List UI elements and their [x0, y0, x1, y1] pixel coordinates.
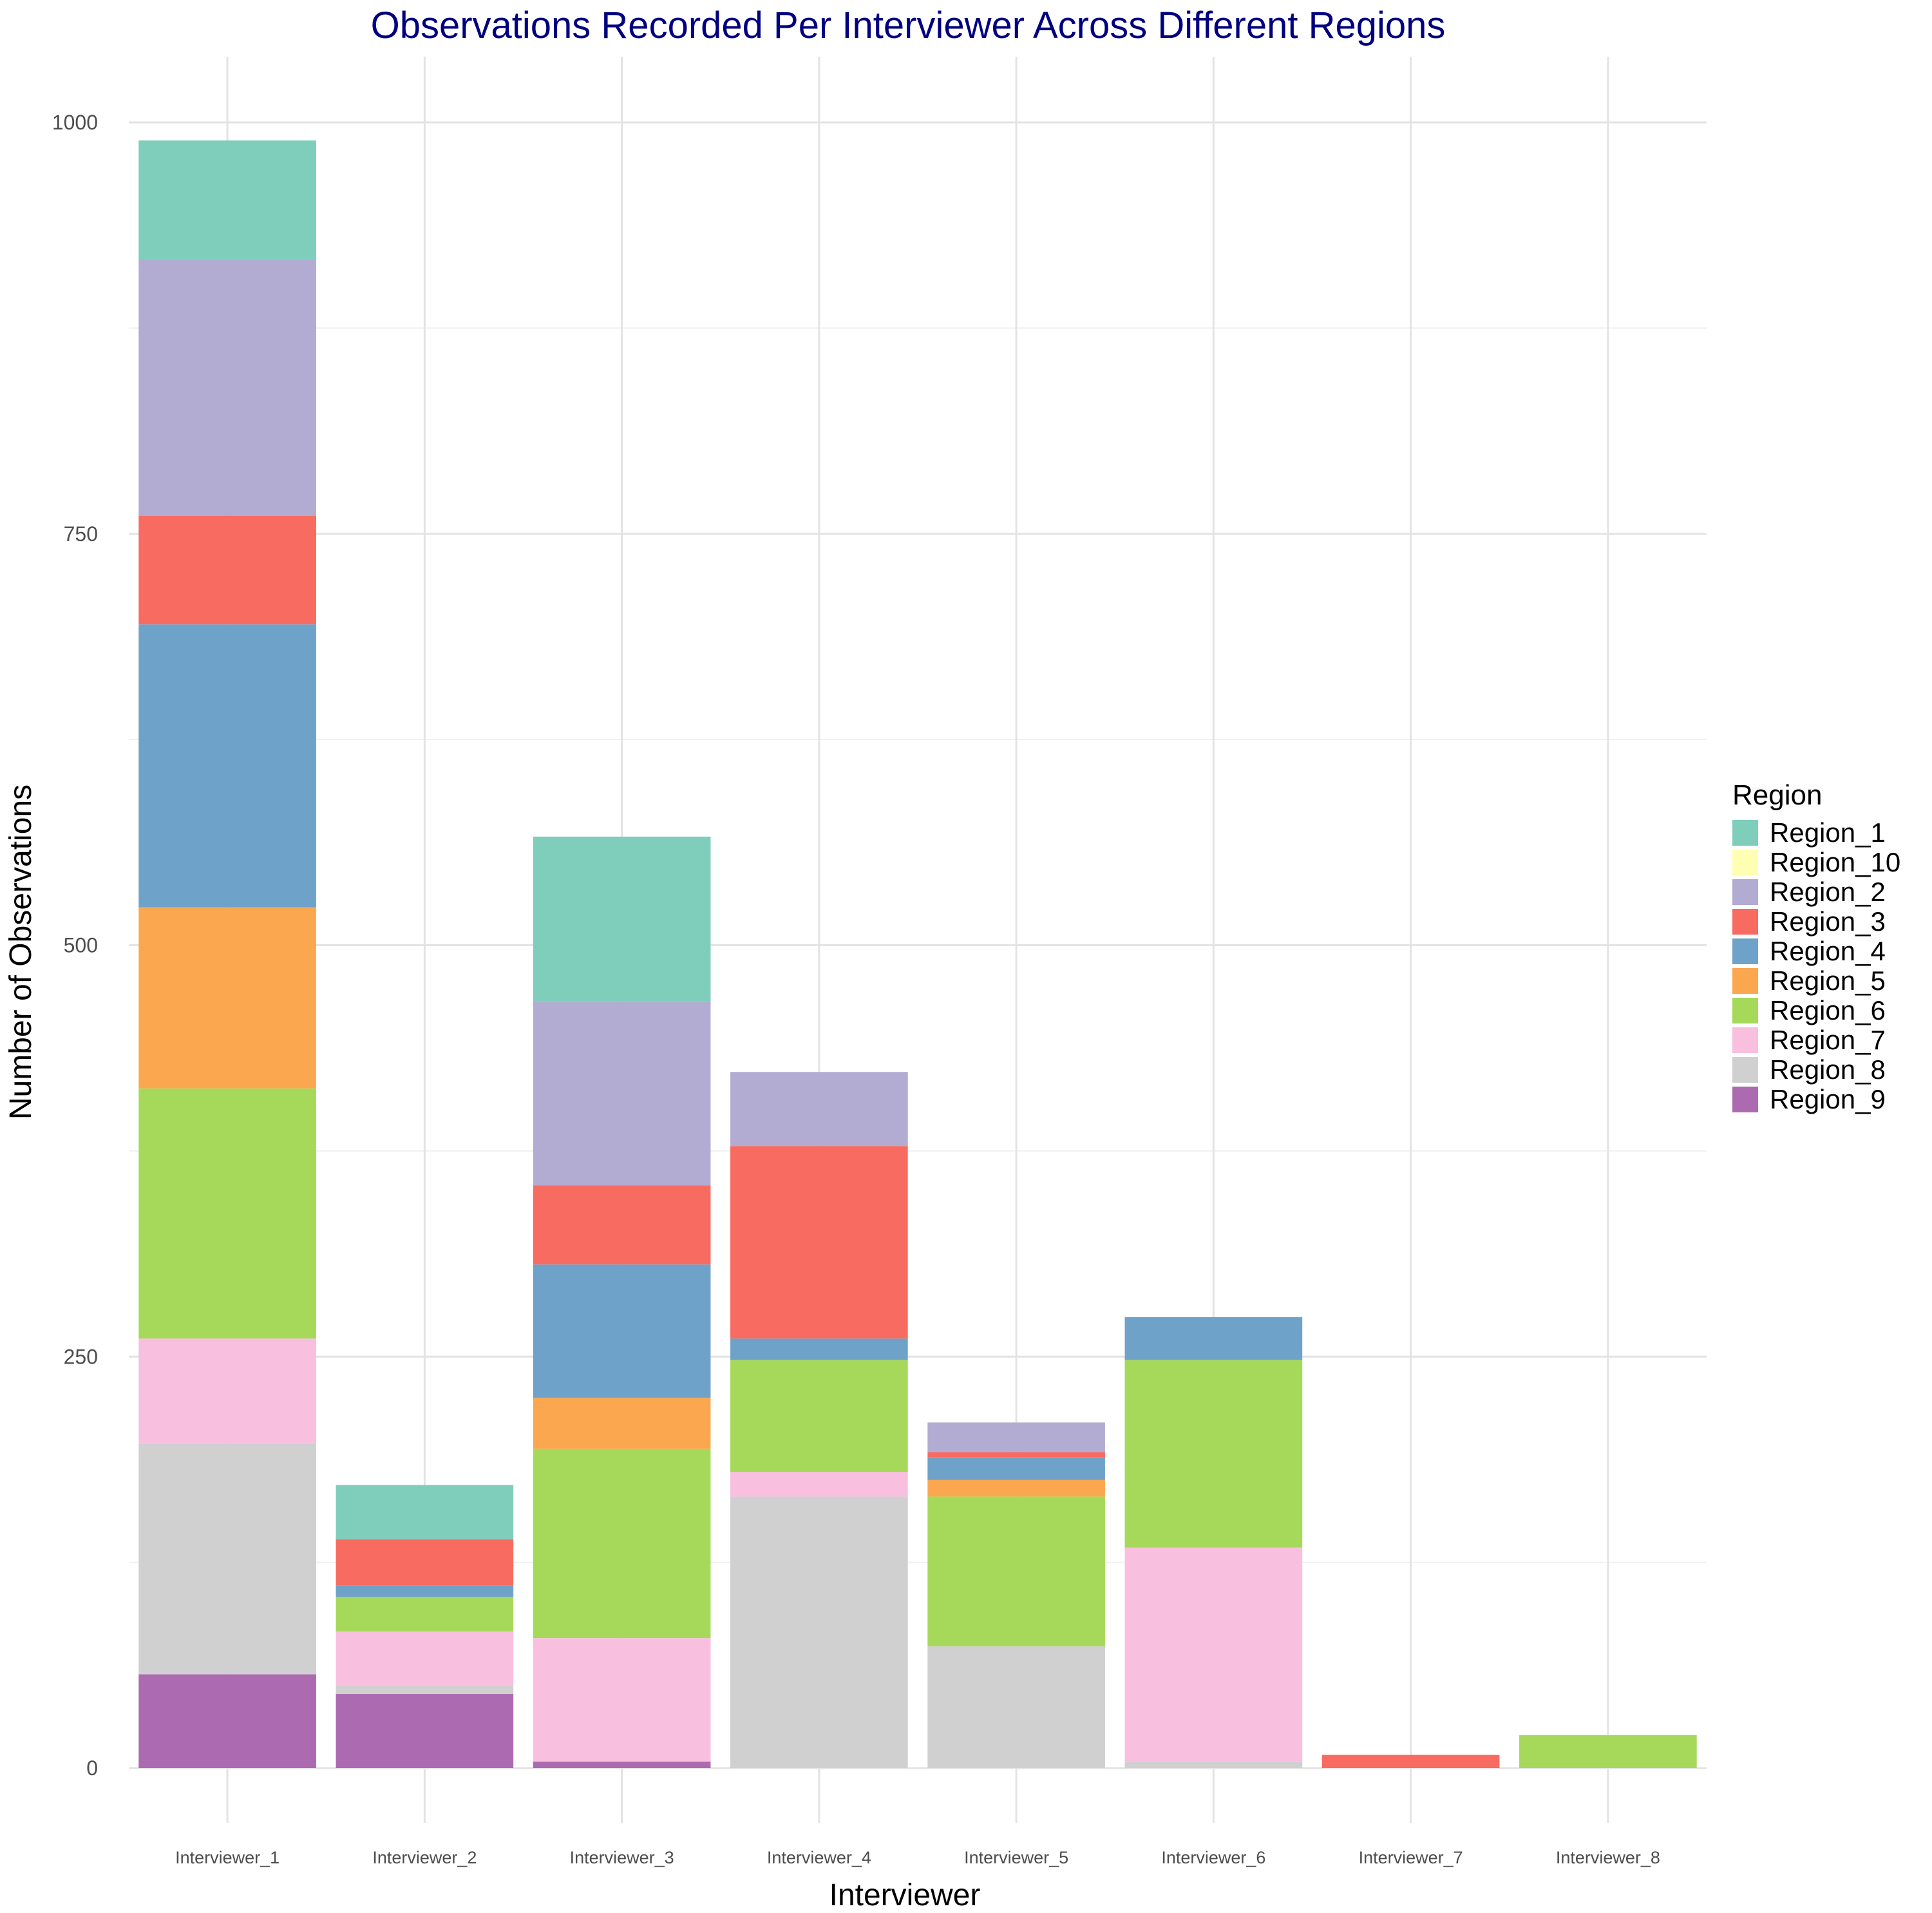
legend-title: Region — [1732, 779, 1823, 811]
bar-segment — [138, 515, 316, 625]
bar-segment — [138, 1338, 316, 1444]
bar-segment — [138, 259, 316, 516]
bar-segment — [927, 1422, 1105, 1452]
legend-swatch — [1732, 968, 1758, 994]
legend-label: Region_5 — [1770, 966, 1886, 996]
y-tick-label: 1000 — [52, 111, 98, 134]
bar-segment — [336, 1585, 514, 1597]
x-tick-label: Interviewer_7 — [1359, 1848, 1463, 1867]
x-tick-label: Interviewer_2 — [372, 1848, 477, 1867]
bar-segment — [730, 1338, 908, 1360]
legend-item: Region_4 — [1732, 936, 1900, 966]
legend-swatch — [1732, 1087, 1758, 1112]
y-tick-label: 250 — [64, 1345, 98, 1368]
x-tick-label: Interviewer_8 — [1556, 1848, 1660, 1867]
y-tick-label: 500 — [64, 934, 98, 957]
bar-segment — [1321, 1755, 1500, 1768]
bar-segment — [533, 1398, 711, 1449]
bar-segment — [533, 1185, 711, 1265]
x-axis-title: Interviewer — [829, 1878, 981, 1912]
bar-segment — [1124, 1547, 1303, 1762]
legend-swatch — [1732, 850, 1758, 875]
bar-segment — [533, 1001, 711, 1186]
bar-segment — [1124, 1761, 1303, 1768]
bar-segment — [533, 1449, 711, 1639]
legend: Region Region_1 Region_10 Region_2 Region_3… — [1732, 779, 1900, 1114]
bar-segment — [336, 1694, 514, 1768]
bar-segment — [927, 1452, 1105, 1458]
legend-item: Region_9 — [1732, 1084, 1900, 1114]
legend-label: Region_2 — [1770, 877, 1886, 907]
bar-segment — [533, 1264, 711, 1398]
legend-label: Region_1 — [1770, 817, 1886, 848]
bar-segment — [336, 1631, 514, 1686]
bar-segment — [533, 1761, 711, 1768]
axis-labels: 0 250 500 750 1000 Interviewer_1 Interviewer_2… — [52, 111, 1660, 1867]
legend-label: Region_6 — [1770, 995, 1886, 1025]
bar-segment — [730, 1360, 908, 1472]
bar-segment — [730, 1072, 908, 1147]
x-tick-label: Interviewer_3 — [570, 1848, 674, 1867]
bar-segment — [138, 907, 316, 1089]
legend-swatch — [1732, 909, 1758, 935]
x-tick-label: Interviewer_5 — [964, 1848, 1068, 1867]
chart-title: Observations Recorded Per Interviewer Ac… — [370, 5, 1446, 46]
legend-swatch — [1732, 1057, 1758, 1083]
bar-segment — [927, 1496, 1105, 1646]
bar-segment — [730, 1472, 908, 1497]
y-axis-title: Number of Observations — [4, 785, 38, 1119]
bar-segment — [1124, 1360, 1303, 1548]
bar-segment — [336, 1485, 514, 1539]
legend-item: Region_2 — [1732, 877, 1900, 907]
bar-segment — [138, 1443, 316, 1675]
bar-segment — [1519, 1735, 1697, 1768]
legend-item: Region_8 — [1732, 1054, 1900, 1085]
legend-item: Region_1 — [1732, 817, 1900, 848]
legend-label: Region_4 — [1770, 936, 1886, 966]
legend-item: Region_10 — [1732, 847, 1901, 877]
legend-label: Region_8 — [1770, 1054, 1886, 1085]
legend-swatch — [1732, 879, 1758, 905]
bar-segment — [1124, 1317, 1303, 1360]
legend-item: Region_5 — [1732, 966, 1900, 996]
bar-segment — [730, 1496, 908, 1768]
y-tick-label: 0 — [86, 1756, 98, 1780]
bar-segment — [533, 836, 711, 1002]
legend-label: Region_3 — [1770, 906, 1886, 937]
bar-segment — [533, 1638, 711, 1762]
legend-swatch — [1732, 998, 1758, 1023]
legend-items: Region_1 Region_10 Region_2 Region_3 Region_… — [1732, 817, 1901, 1114]
bar-segment — [927, 1646, 1105, 1768]
legend-swatch — [1732, 1027, 1758, 1053]
bars — [138, 140, 1697, 1768]
legend-swatch — [1732, 820, 1758, 846]
bar-segment — [730, 1146, 908, 1339]
bar-segment — [138, 140, 316, 260]
bar-segment — [336, 1539, 514, 1586]
legend-label: Region_7 — [1770, 1025, 1886, 1055]
x-tick-label: Interviewer_1 — [175, 1848, 279, 1867]
bar-segment — [138, 1674, 316, 1768]
legend-swatch — [1732, 938, 1758, 964]
bar-segment — [138, 624, 316, 908]
bar-segment — [336, 1686, 514, 1695]
legend-item: Region_7 — [1732, 1025, 1900, 1055]
legend-label: Region_9 — [1770, 1084, 1886, 1114]
legend-item: Region_6 — [1732, 995, 1900, 1025]
legend-item: Region_3 — [1732, 906, 1900, 937]
x-tick-label: Interviewer_6 — [1161, 1848, 1265, 1867]
bar-segment — [927, 1457, 1105, 1480]
bar-segment — [927, 1480, 1105, 1497]
x-tick-label: Interviewer_4 — [767, 1848, 871, 1867]
bar-segment — [336, 1597, 514, 1632]
legend-label: Region_10 — [1770, 847, 1901, 877]
y-tick-label: 750 — [64, 522, 98, 546]
bar-segment — [138, 1088, 316, 1339]
